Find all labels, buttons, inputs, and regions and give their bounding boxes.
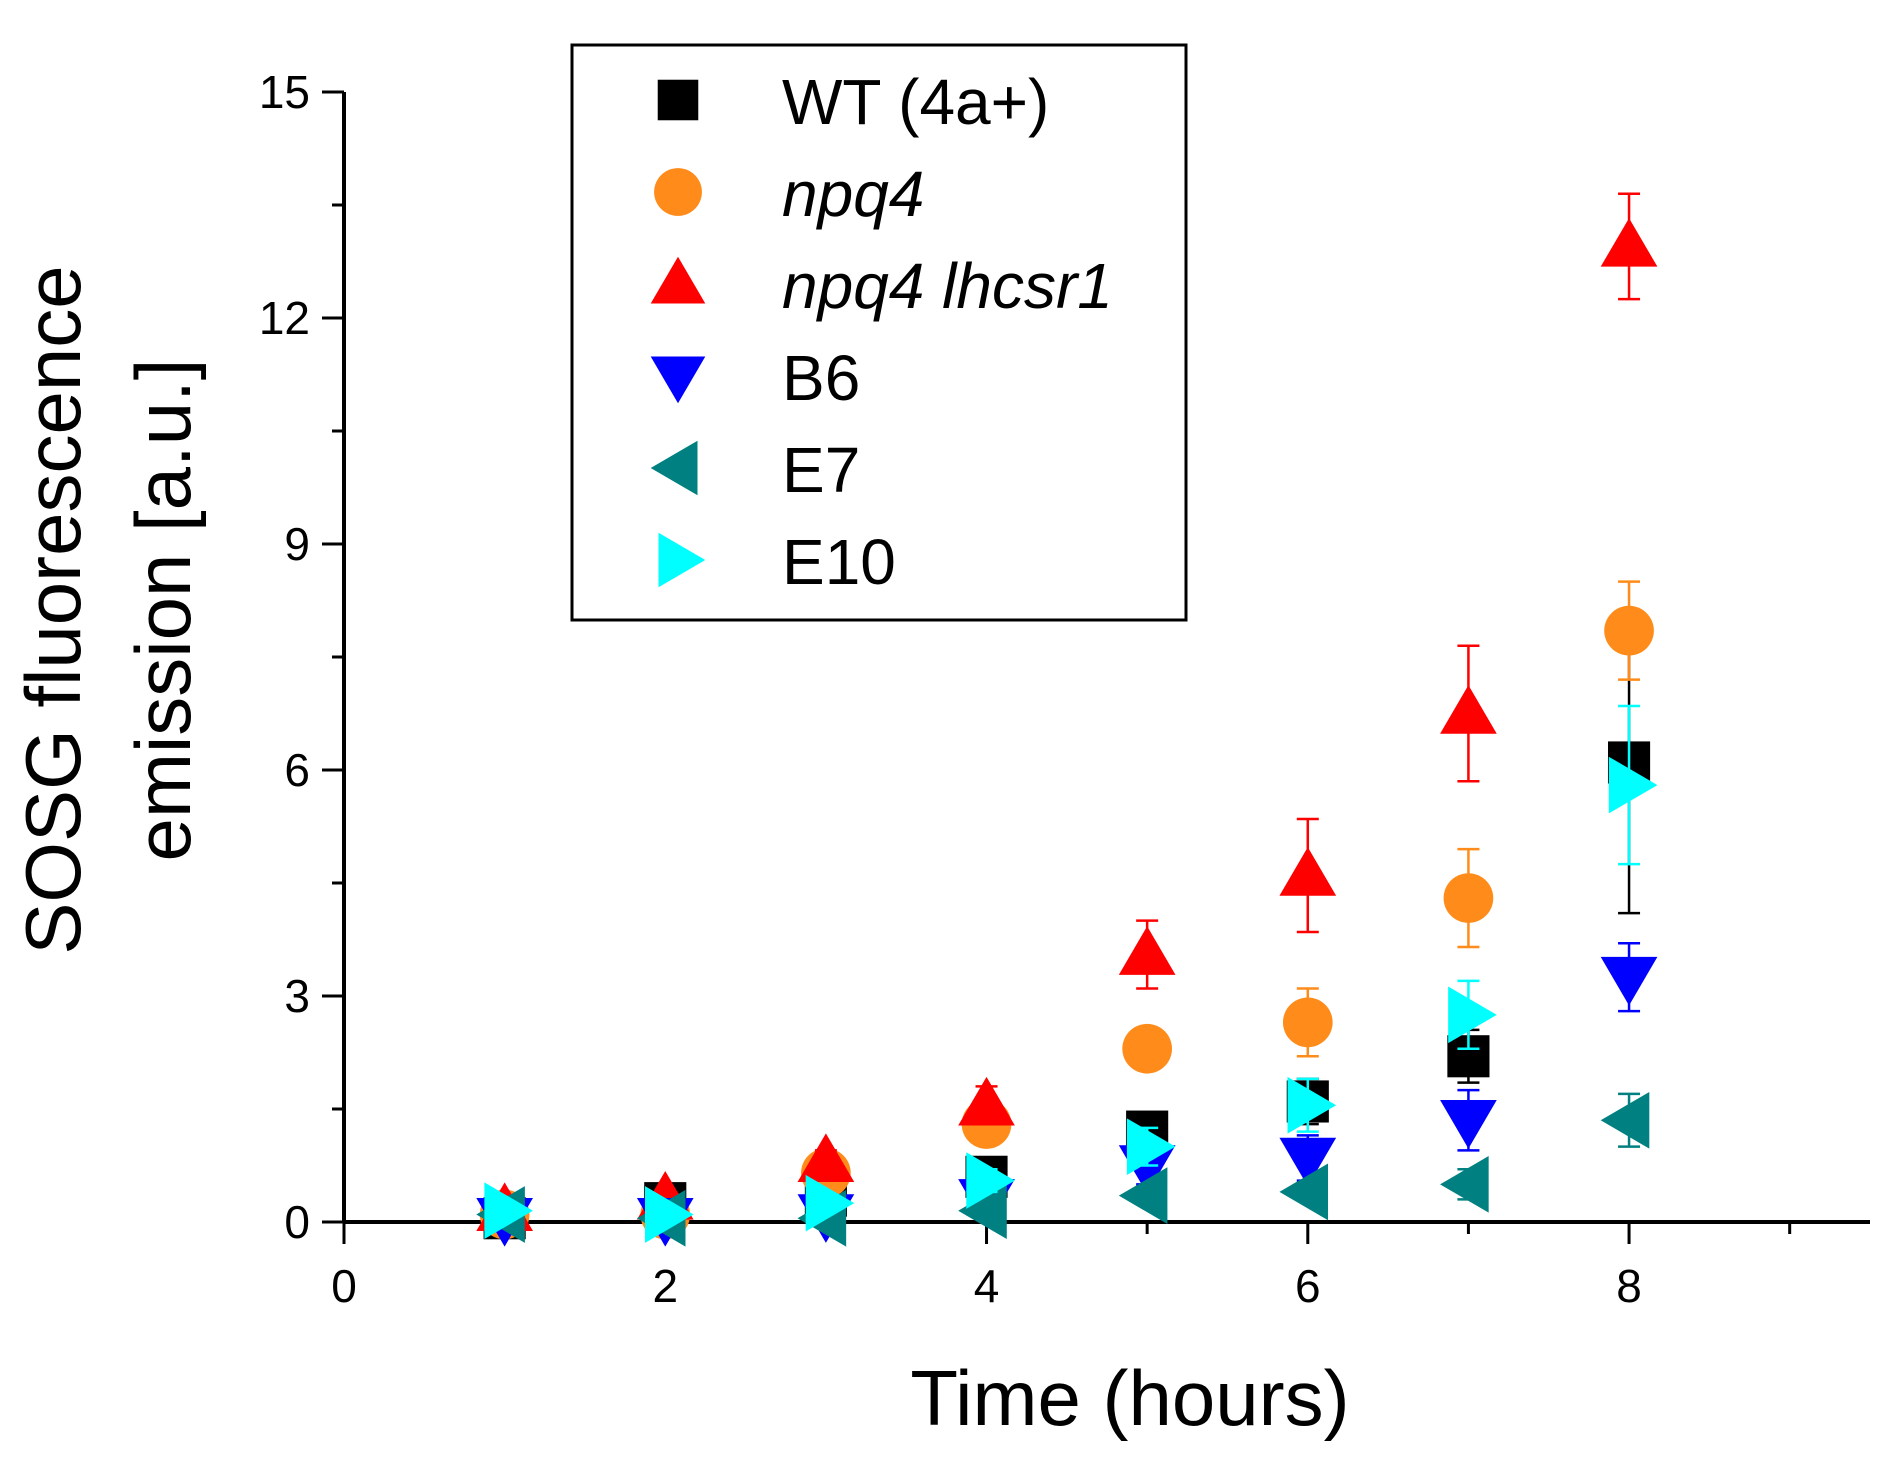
legend: WT (4a+) npq4 npq4 lhcsr1 B6 E7 E10 <box>570 43 1188 622</box>
series-e10 <box>484 704 1658 1243</box>
legend-box <box>570 43 1188 622</box>
y-axis-title-line-1: SOSG fluorescence <box>9 265 97 954</box>
x-tick-label: 0 <box>331 1260 357 1312</box>
legend-item: npq4 <box>654 158 924 230</box>
y-axis-title: SOSG fluorescence emission [a.u.] <box>9 265 207 954</box>
legend-label: E10 <box>782 526 896 598</box>
data-point <box>1440 1155 1489 1213</box>
y-tick-label: 3 <box>284 970 310 1022</box>
data-point <box>1608 756 1658 814</box>
y-tick-label: 9 <box>284 518 310 570</box>
x-tick-label: 2 <box>652 1260 678 1312</box>
y-axis-title-line-2: emission [a.u.] <box>119 359 207 862</box>
x-tick-label: 4 <box>974 1260 1000 1312</box>
legend-marker <box>650 440 698 496</box>
x-axis-title: Time (hours) <box>910 1354 1349 1442</box>
legend-marker <box>650 356 706 404</box>
y-tick-label: 15 <box>259 66 310 118</box>
legend-marker <box>654 168 702 216</box>
data-point <box>805 1174 855 1232</box>
data-point <box>1118 1167 1168 1224</box>
data-point <box>1279 1137 1337 1187</box>
y-ticks: 0 3 6 9 12 15 <box>259 66 344 1248</box>
data-point <box>1279 1163 1329 1221</box>
y-tick-label: 6 <box>284 744 310 796</box>
legend-item: WT (4a+) <box>657 66 1049 138</box>
legend-item: B6 <box>650 342 860 414</box>
data-point <box>1440 1100 1497 1149</box>
y-tick-label: 0 <box>284 1196 310 1248</box>
data-point <box>797 1133 855 1182</box>
data-point <box>1287 1076 1337 1134</box>
data-point <box>1443 873 1494 923</box>
axes: 0 2 4 6 8 0 3 6 9 12 15 <box>259 66 1870 1312</box>
data-point <box>1279 847 1337 896</box>
legend-label: npq4 lhcsr1 <box>782 250 1113 322</box>
data-point <box>966 1152 1015 1209</box>
data-point <box>1282 997 1333 1048</box>
legend-item: npq4 lhcsr1 <box>650 250 1113 322</box>
legend-item: E7 <box>650 434 860 506</box>
data-point <box>484 1182 533 1240</box>
data-point <box>1600 1091 1650 1149</box>
data-point <box>1604 605 1654 656</box>
y-tick-label: 12 <box>259 292 310 344</box>
legend-label: WT (4a+) <box>782 66 1049 138</box>
legend-marker <box>650 256 706 304</box>
data-point <box>1600 956 1658 1006</box>
data-point <box>1440 685 1497 734</box>
x-ticks: 0 2 4 6 8 <box>331 1222 1792 1312</box>
data-point <box>1448 986 1497 1044</box>
data-point <box>1126 1118 1176 1176</box>
series-npq4 <box>479 580 1654 1240</box>
data-point <box>958 1076 1015 1126</box>
data-point <box>1600 218 1658 267</box>
legend-label: E7 <box>782 434 860 506</box>
legend-label: B6 <box>782 342 860 414</box>
legend-label: npq4 <box>782 158 924 230</box>
x-tick-label: 8 <box>1616 1260 1642 1312</box>
legend-marker <box>658 532 706 588</box>
series-group <box>476 192 1658 1247</box>
data-point <box>958 1182 1007 1240</box>
data-point <box>645 1186 694 1243</box>
legend-marker <box>657 79 699 121</box>
x-tick-label: 6 <box>1295 1260 1321 1312</box>
legend-items: WT (4a+) npq4 npq4 lhcsr1 B6 E7 E10 <box>650 66 1113 598</box>
data-point <box>1118 926 1176 975</box>
legend-item: E10 <box>658 526 896 598</box>
data-point <box>1122 1023 1172 1074</box>
